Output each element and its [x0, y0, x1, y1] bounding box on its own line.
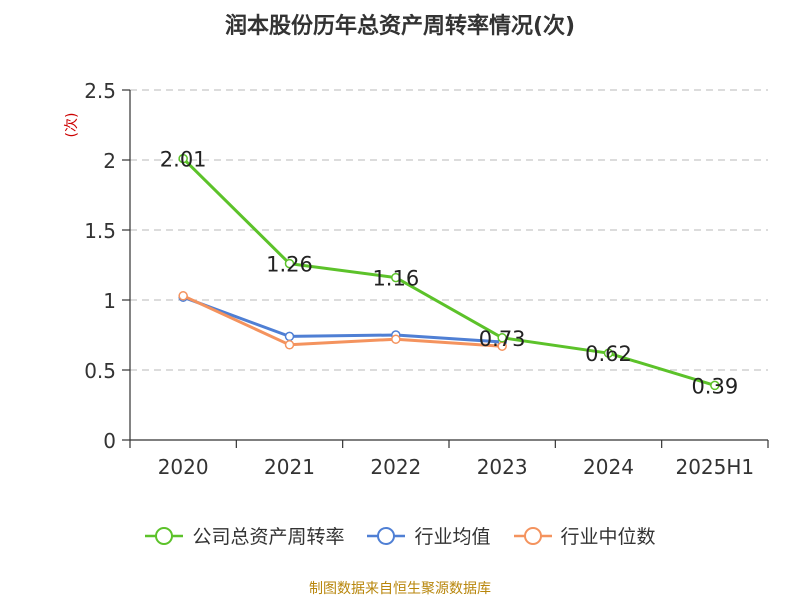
series-line	[182, 294, 503, 348]
data-point	[178, 291, 188, 301]
legend: 公司总资产周转率 行业均值 行业中位数	[0, 522, 800, 549]
legend-label: 行业均值	[414, 526, 491, 548]
data-label: 1.26	[266, 253, 313, 277]
data-point	[284, 331, 295, 342]
x-tick-label: 2021	[264, 455, 315, 479]
data-point	[391, 334, 401, 344]
y-tick-label: 2.5	[84, 79, 116, 103]
x-tick-label: 2025H1	[675, 455, 754, 479]
y-tick-label: 0	[103, 429, 116, 453]
series-line	[182, 295, 503, 344]
legend-item: 行业均值	[366, 522, 491, 549]
source-note: 制图数据来自恒生聚源数据库	[309, 581, 491, 597]
y-tick-label: 0.5	[84, 359, 116, 383]
y-tick-label: 1	[103, 289, 116, 313]
data-label: 0.39	[691, 374, 738, 398]
series-line	[182, 157, 716, 387]
data-point	[497, 333, 507, 343]
data-point	[284, 340, 295, 350]
x-tick-label: 2020	[158, 455, 209, 479]
data-point	[391, 272, 401, 283]
legend-item: 公司总资产周转率	[144, 522, 344, 549]
legend-item: 行业中位数	[513, 522, 656, 549]
legend-marker	[145, 526, 184, 545]
y-tick-label: 2	[103, 149, 116, 173]
x-tick-label: 2022	[370, 455, 421, 479]
data-point	[603, 348, 614, 358]
data-label: 0.62	[585, 342, 632, 366]
y-tick-label: 1.5	[84, 219, 116, 243]
legend-label: 行业中位数	[560, 526, 656, 548]
legend-marker	[513, 526, 552, 545]
chart-title: 润本股份历年总资产周转率情况(次)	[224, 14, 576, 39]
legend-marker	[367, 526, 406, 545]
data-label: 2.01	[160, 148, 207, 172]
data-point	[284, 258, 295, 269]
x-tick-label: 2024	[583, 455, 634, 479]
legend-label: 公司总资产周转率	[192, 526, 345, 548]
data-point	[710, 380, 720, 391]
data-point	[178, 153, 188, 164]
y-axis-label: (次)	[64, 113, 80, 138]
x-tick-label: 2023	[477, 455, 528, 479]
data-label: 1.16	[372, 267, 419, 291]
data-label: 0.73	[479, 327, 526, 351]
